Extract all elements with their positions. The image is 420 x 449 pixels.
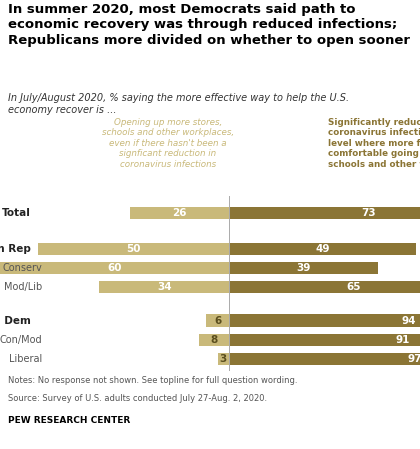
Bar bbox=[199, 334, 229, 346]
Text: Opening up more stores,
schools and other workplaces,
even if there hasn't been : Opening up more stores, schools and othe… bbox=[102, 118, 234, 169]
Text: 91: 91 bbox=[396, 335, 410, 345]
Text: Conserv: Conserv bbox=[2, 263, 42, 273]
Bar bbox=[99, 281, 229, 293]
Text: 50: 50 bbox=[126, 244, 141, 254]
Text: Liberal: Liberal bbox=[9, 354, 42, 364]
Text: 26: 26 bbox=[172, 208, 187, 218]
Text: Con/Mod: Con/Mod bbox=[0, 335, 42, 345]
Text: 73: 73 bbox=[361, 208, 376, 218]
Text: 94: 94 bbox=[401, 316, 416, 326]
Text: Significantly reducing
coronavirus infections to
level where more feel
comfortab: Significantly reducing coronavirus infec… bbox=[328, 118, 420, 169]
Bar bbox=[218, 353, 229, 365]
Text: 60: 60 bbox=[107, 263, 122, 273]
Bar bbox=[130, 207, 229, 219]
Bar bbox=[206, 314, 229, 327]
Bar bbox=[229, 281, 420, 293]
Text: Dem/Lean Dem: Dem/Lean Dem bbox=[0, 316, 31, 326]
Text: 6: 6 bbox=[214, 316, 221, 326]
Bar bbox=[229, 353, 420, 365]
Bar bbox=[0, 262, 229, 274]
Text: Notes: No response not shown. See topline for full question wording.: Notes: No response not shown. See toplin… bbox=[8, 376, 298, 385]
Bar bbox=[229, 207, 420, 219]
Text: Total: Total bbox=[2, 208, 31, 218]
Text: 65: 65 bbox=[346, 282, 360, 292]
Text: In summer 2020, most Democrats said path to
economic recovery was through reduce: In summer 2020, most Democrats said path… bbox=[8, 3, 410, 47]
Text: 3: 3 bbox=[220, 354, 227, 364]
Bar bbox=[229, 242, 416, 255]
Text: 49: 49 bbox=[315, 244, 330, 254]
Bar bbox=[229, 334, 420, 346]
Text: PEW RESEARCH CENTER: PEW RESEARCH CENTER bbox=[8, 416, 131, 425]
Text: In July/August 2020, % saying the more effective way to help the U.S.
economy re: In July/August 2020, % saying the more e… bbox=[8, 93, 349, 114]
Text: 34: 34 bbox=[157, 282, 171, 292]
Bar bbox=[229, 262, 378, 274]
Text: Mod/Lib: Mod/Lib bbox=[4, 282, 42, 292]
Text: Source: Survey of U.S. adults conducted July 27-Aug. 2, 2020.: Source: Survey of U.S. adults conducted … bbox=[8, 394, 268, 403]
Bar bbox=[38, 242, 229, 255]
Text: Rep/Lean Rep: Rep/Lean Rep bbox=[0, 244, 31, 254]
Text: 8: 8 bbox=[210, 335, 218, 345]
Text: 97: 97 bbox=[407, 354, 420, 364]
Text: 39: 39 bbox=[297, 263, 311, 273]
Bar bbox=[229, 314, 420, 327]
